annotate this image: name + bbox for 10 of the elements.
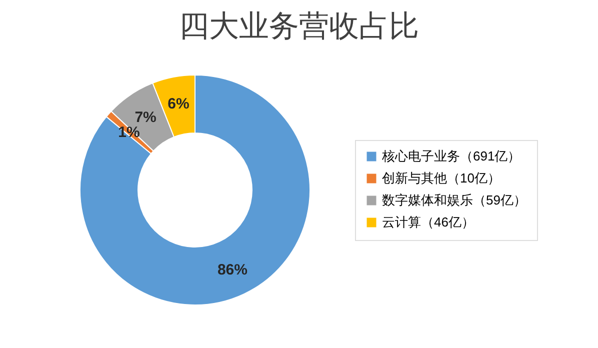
data-label: 86%: [217, 262, 248, 279]
data-label: 6%: [168, 96, 190, 113]
donut-slice: [80, 74, 310, 306]
data-label: 1%: [118, 124, 140, 141]
chart-title: 四大业务营收占比: [179, 10, 419, 43]
legend-label: 核心电子业务（691亿）: [381, 148, 521, 164]
legend-label: 创新与其他（10亿）: [382, 170, 500, 186]
data-label: 7%: [134, 109, 156, 126]
legend-label: 数字媒体和娱乐（59亿）: [382, 192, 526, 208]
legend-label: 云计算（46亿）: [382, 214, 474, 230]
